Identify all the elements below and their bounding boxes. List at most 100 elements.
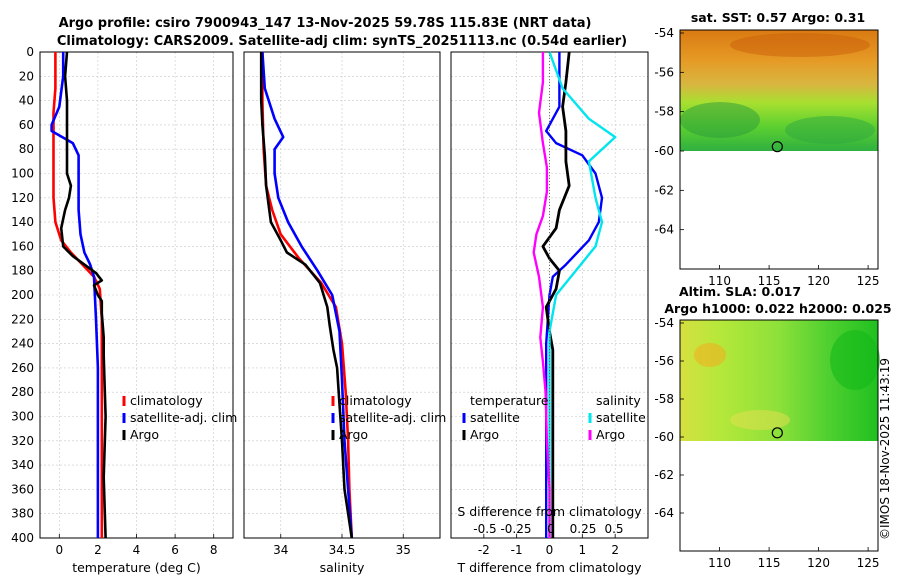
map-x-tick-label: 115 bbox=[758, 556, 781, 570]
y-tick-label: 40 bbox=[19, 94, 34, 108]
map-y-tick-label: -56 bbox=[654, 354, 674, 368]
argo-position-marker bbox=[771, 141, 783, 153]
axes-frame bbox=[243, 51, 441, 539]
top-tick-label: 0.25 bbox=[570, 522, 597, 536]
x-axis-label: salinity bbox=[320, 560, 365, 575]
y-tick-label: 100 bbox=[11, 167, 34, 181]
salinity-panel: 34 34.5 35 salinity climatology satellite-adj… bbox=[243, 51, 446, 575]
legend-label: Argo bbox=[470, 427, 499, 442]
x-tick-label: 34.5 bbox=[329, 543, 356, 557]
y-tick-label: 320 bbox=[11, 434, 34, 448]
x-tick-label: 0 bbox=[55, 543, 63, 557]
sst-cool-patch-2 bbox=[785, 116, 875, 144]
legend-label: climatology bbox=[130, 393, 203, 408]
sla-map-frame bbox=[679, 319, 879, 552]
series-line-climatology bbox=[261, 52, 354, 539]
map-x-tick-label: 120 bbox=[807, 556, 830, 570]
map-y-tick-label: -58 bbox=[654, 105, 674, 119]
series-line-argo bbox=[259, 52, 354, 539]
map-y-tick-label: -60 bbox=[654, 430, 674, 444]
map-y-tick-label: -58 bbox=[654, 392, 674, 406]
sst-map: sat. SST: 0.57 Argo: 0.31 110 115 120 125 -5… bbox=[654, 10, 879, 288]
difference-panel: -2 -1 0 1 2 T difference from climatology S di… bbox=[450, 51, 649, 575]
sst-cool-patch bbox=[680, 102, 760, 138]
map-x-tick-label: 110 bbox=[708, 274, 731, 288]
axes-frame bbox=[39, 51, 234, 539]
sla-map-title: Altim. SLA: 0.017 bbox=[679, 284, 801, 299]
series-line-t-argo bbox=[541, 51, 571, 538]
legend-label: Argo bbox=[596, 427, 625, 442]
map-x-tick-label: 115 bbox=[758, 274, 781, 288]
x-tick-label: 6 bbox=[171, 543, 179, 557]
series-line-satellite-adj-clim bbox=[261, 51, 354, 539]
y-tick-label: 180 bbox=[11, 264, 34, 278]
sla-map: Altim. SLA: 0.017 Argo h1000: 0.022 h200… bbox=[654, 284, 891, 570]
sst-warm-patch bbox=[730, 33, 870, 57]
y-tick-label: 140 bbox=[11, 215, 34, 229]
x-tick-label: 8 bbox=[210, 543, 218, 557]
map-y-tick-label: -54 bbox=[654, 316, 674, 330]
sla-low-patch bbox=[830, 330, 880, 390]
x-tick-label: 0 bbox=[546, 543, 554, 557]
series-line-satellite-adj-clim bbox=[50, 52, 100, 538]
map-y-tick-label: -62 bbox=[654, 183, 674, 197]
y-tick-label: 400 bbox=[11, 531, 34, 545]
y-tick-label: 0 bbox=[26, 45, 34, 59]
y-tick-label: 60 bbox=[19, 118, 34, 132]
y-tick-label: 80 bbox=[19, 142, 34, 156]
map-y-tick-label: -64 bbox=[654, 506, 674, 520]
sla-map-subtitle: Argo h1000: 0.022 h2000: 0.025 bbox=[664, 301, 891, 316]
x-tick-label: 34 bbox=[273, 543, 288, 557]
sla-high-patch bbox=[694, 343, 726, 367]
legend-label: satellite-adj. clim bbox=[130, 410, 237, 425]
map-x-tick-label: 125 bbox=[857, 556, 880, 570]
y-tick-label: 280 bbox=[11, 385, 34, 399]
sla-nodata bbox=[680, 441, 878, 551]
legend-label: satellite bbox=[470, 410, 520, 425]
x-axis-label: temperature (deg C) bbox=[72, 560, 201, 575]
map-x-tick-label: 120 bbox=[807, 274, 830, 288]
y-tick-label: 200 bbox=[11, 288, 34, 302]
top-tick-label: 0.5 bbox=[604, 522, 623, 536]
top-axis-label: S difference from climatology bbox=[457, 504, 642, 519]
y-tick-label: 20 bbox=[19, 69, 34, 83]
y-tick-label: 300 bbox=[11, 410, 34, 424]
x-axis-label: T difference from climatology bbox=[456, 560, 642, 575]
argo-position-marker bbox=[771, 427, 783, 439]
map-x-tick-label: 125 bbox=[857, 274, 880, 288]
series-line-t-satellite bbox=[545, 52, 604, 538]
temperature-panel: 0 2 4 6 802040608010012014016018020022024026… bbox=[11, 45, 237, 575]
top-tick-label: -0.5 bbox=[473, 522, 496, 536]
y-tick-label: 240 bbox=[11, 337, 34, 351]
y-tick-label: 220 bbox=[11, 312, 34, 326]
x-tick-label: 4 bbox=[133, 543, 141, 557]
top-tick-label: -0.25 bbox=[500, 522, 531, 536]
x-tick-label: -2 bbox=[478, 543, 490, 557]
legend-label: satellite-adj. clim bbox=[339, 410, 446, 425]
x-tick-label: 35 bbox=[396, 543, 411, 557]
y-tick-label: 260 bbox=[11, 361, 34, 375]
legend-label: climatology bbox=[339, 393, 412, 408]
x-tick-label: -1 bbox=[511, 543, 523, 557]
top-tick-label: 0 bbox=[547, 522, 555, 536]
legend-label: Argo bbox=[339, 427, 368, 442]
legend-label: satellite bbox=[596, 410, 646, 425]
map-y-tick-label: -62 bbox=[654, 468, 674, 482]
sst-nodata bbox=[680, 151, 878, 269]
map-y-tick-label: -56 bbox=[654, 65, 674, 79]
climatology-title: Climatology: CARS2009. Satellite-adj cli… bbox=[57, 34, 627, 49]
x-tick-label: 2 bbox=[94, 543, 102, 557]
sst-map-frame bbox=[679, 29, 879, 270]
map-x-tick-label: 110 bbox=[708, 556, 731, 570]
series-line-argo bbox=[59, 51, 107, 539]
credit-text: ©IMOS 18-Nov-2025 11:43:19 bbox=[878, 358, 892, 540]
y-tick-label: 160 bbox=[11, 239, 34, 253]
x-tick-label: 2 bbox=[611, 543, 619, 557]
map-y-tick-label: -60 bbox=[654, 144, 674, 158]
profile-title: Argo profile: csiro 7900943_147 13-Nov-2… bbox=[59, 16, 592, 31]
x-tick-label: 1 bbox=[579, 543, 587, 557]
y-tick-label: 360 bbox=[11, 482, 34, 496]
legend-title-salinity: salinity bbox=[596, 393, 641, 408]
y-tick-label: 120 bbox=[11, 191, 34, 205]
